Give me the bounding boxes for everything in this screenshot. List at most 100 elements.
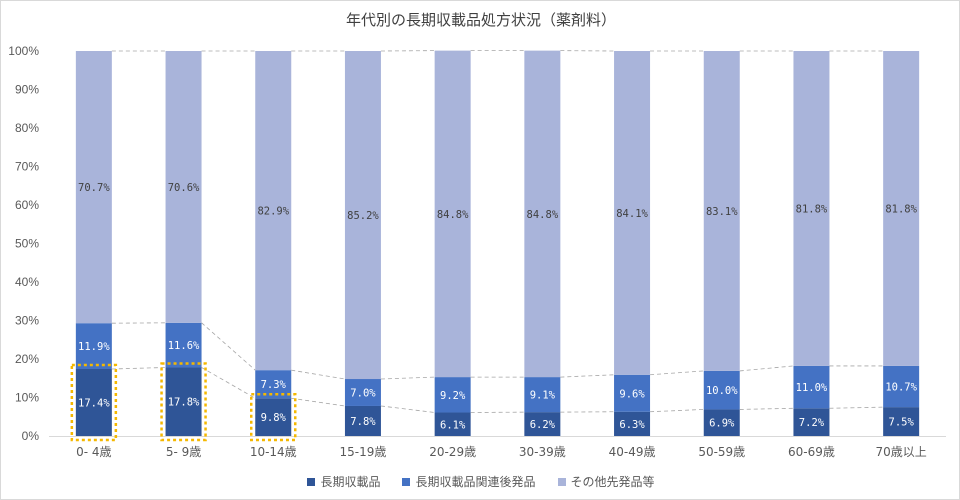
data-label: 7.8% <box>350 416 376 428</box>
data-label: 84.8% <box>437 209 469 221</box>
bar-segment <box>793 365 830 409</box>
bar-segment <box>614 411 651 436</box>
legend-item: 長期収載品 <box>307 473 380 490</box>
bar-segment <box>703 51 740 371</box>
series-line <box>650 370 704 376</box>
category-label: 0- 4歳 <box>76 445 111 459</box>
bar-segment <box>793 51 830 366</box>
series-line <box>739 365 794 372</box>
data-label: 81.8% <box>796 203 828 215</box>
data-label: 7.5% <box>889 417 915 429</box>
bar-segment <box>703 409 740 436</box>
data-label: 84.8% <box>527 209 559 221</box>
bar-segment <box>434 412 471 436</box>
bar-segment <box>434 50 471 378</box>
bar-segment <box>75 369 112 436</box>
chart-title: 年代別の長期収載品処方状況（薬剤料） <box>345 11 616 29</box>
bar-segment <box>434 377 471 413</box>
legend-label: 長期収載品 <box>320 475 381 489</box>
series-line <box>560 374 615 378</box>
category-label: 70歳以上 <box>876 445 927 459</box>
data-label: 6.3% <box>619 419 645 431</box>
data-label: 6.9% <box>709 418 735 430</box>
y-tick-label: 60% <box>15 198 39 212</box>
legend-swatch <box>307 477 316 486</box>
category-label: 15-19歳 <box>340 445 387 459</box>
bar-segment <box>703 370 740 410</box>
y-tick-label: 70% <box>15 160 39 174</box>
y-tick-label: 0% <box>22 429 40 443</box>
bar-segment <box>883 51 920 366</box>
category-label: 10-14歳 <box>250 445 297 459</box>
legend-item: 長期収載品関連後発品 <box>402 473 536 490</box>
data-label: 17.4% <box>78 398 110 410</box>
data-label: 7.0% <box>350 387 376 399</box>
bar-segment <box>344 405 381 436</box>
bar-segment <box>793 408 830 436</box>
data-label: 11.6% <box>168 340 200 352</box>
y-tick-label: 90% <box>15 83 39 97</box>
data-label: 70.6% <box>168 182 200 194</box>
data-label: 9.8% <box>261 412 287 424</box>
bar-segment <box>255 370 292 399</box>
series-line <box>829 406 884 409</box>
data-label: 7.2% <box>799 417 825 429</box>
bar-segment <box>524 50 561 378</box>
bar-segment <box>344 379 381 406</box>
data-label: 84.1% <box>616 208 648 220</box>
series-line <box>201 367 256 399</box>
y-tick-label: 100% <box>8 44 39 58</box>
series-line <box>201 322 256 371</box>
bar-segment <box>614 51 651 375</box>
bar-segment <box>255 398 292 436</box>
y-tick-label: 30% <box>15 314 39 328</box>
data-label: 6.2% <box>530 419 556 431</box>
bar-segment <box>255 51 292 371</box>
data-label: 70.7% <box>78 182 110 194</box>
data-label: 85.2% <box>347 210 379 222</box>
data-label: 17.8% <box>168 397 200 409</box>
data-label: 83.1% <box>706 206 738 218</box>
bar-segment <box>524 412 561 436</box>
data-label: 81.8% <box>885 203 917 215</box>
data-label: 6.1% <box>440 419 466 431</box>
series-line <box>111 367 166 370</box>
data-label: 82.9% <box>257 206 289 218</box>
data-label: 7.3% <box>261 379 287 391</box>
series-line <box>739 407 794 410</box>
bar-segment <box>75 323 112 370</box>
bar-segment <box>614 374 651 412</box>
data-label: 11.9% <box>78 341 110 353</box>
data-label: 9.1% <box>530 390 556 402</box>
bar-segment <box>344 51 381 380</box>
highlight-box <box>250 393 297 442</box>
data-label: 9.2% <box>440 390 466 402</box>
bar-segment <box>75 51 112 324</box>
bar-segment <box>883 407 920 436</box>
series-line <box>291 397 346 407</box>
bar-segment <box>524 377 561 413</box>
legend-label: その他先発品等 <box>570 475 655 489</box>
legend-item: その他先発品等 <box>557 473 655 490</box>
stacked-bar-chart: 0% 10% 20% 30% 40% 50% 60% 70% 80% 90% 100% 17.4% 11… <box>8 44 946 459</box>
category-label: 40-49歳 <box>609 445 656 459</box>
legend-swatch <box>402 477 411 486</box>
series-line <box>291 369 346 380</box>
data-label: 10.0% <box>706 385 738 397</box>
category-label: 30-39歳 <box>519 445 566 459</box>
highlight-box <box>70 363 118 442</box>
data-label: 9.6% <box>619 388 645 400</box>
series-line <box>380 405 435 413</box>
data-label: 11.0% <box>796 382 828 394</box>
series-line <box>650 409 704 413</box>
category-label: 50-59歳 <box>698 445 745 459</box>
bar-segment <box>165 51 202 323</box>
legend-label: 長期収載品関連後発品 <box>415 475 536 489</box>
y-tick-label: 80% <box>15 121 39 135</box>
bar-segment <box>165 367 202 436</box>
data-label: 10.7% <box>885 382 917 394</box>
category-label: 5- 9歳 <box>166 445 201 459</box>
bar-segment <box>165 322 202 368</box>
category-label: 60-69歳 <box>788 445 835 459</box>
